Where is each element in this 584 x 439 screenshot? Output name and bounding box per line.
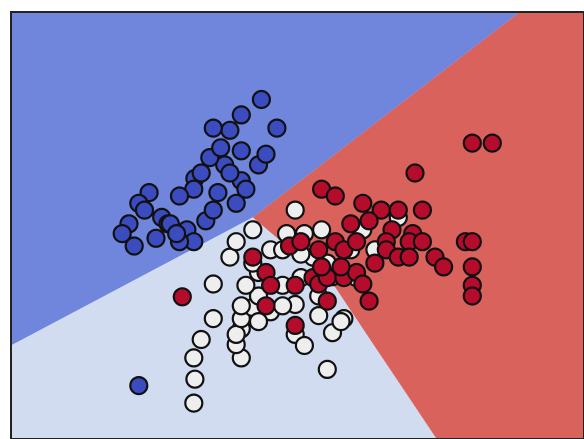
point-red-23: [434, 257, 454, 277]
point-white-15: [312, 220, 332, 240]
point-red-25: [462, 232, 482, 252]
region-class-1: [11, 217, 437, 439]
point-red-40: [359, 291, 379, 311]
point-red-14: [291, 232, 311, 252]
point-white-3: [226, 324, 246, 344]
point-blue-26: [256, 144, 276, 164]
point-white-29: [203, 274, 223, 294]
point-red-9: [341, 214, 361, 234]
point-blue-2: [220, 120, 240, 140]
point-white-7: [236, 275, 256, 295]
point-red-42: [172, 287, 192, 307]
point-white-27: [185, 369, 205, 389]
point-red-31: [261, 275, 281, 295]
point-red-0: [462, 133, 482, 153]
region-class-2: [252, 12, 584, 439]
point-white-44: [273, 296, 293, 316]
point-red-48: [399, 247, 419, 267]
point-white-26: [184, 348, 204, 368]
point-white-28: [184, 393, 204, 413]
point-red-45: [365, 253, 385, 273]
point-white-43: [248, 312, 269, 332]
point-blue-24: [220, 163, 240, 183]
point-red-10: [359, 211, 379, 231]
point-red-49: [312, 257, 332, 277]
point-blue-30: [146, 228, 166, 248]
point-red-4: [325, 186, 345, 206]
point-red-21: [412, 232, 432, 252]
point-red-26: [462, 257, 482, 277]
point-blue-0: [251, 89, 271, 110]
point-red-32: [256, 296, 276, 316]
point-white-24: [203, 309, 223, 329]
point-blue-10: [169, 186, 190, 206]
point-blue-36: [129, 376, 149, 396]
point-blue-27: [211, 138, 231, 158]
point-red-7: [388, 200, 408, 220]
point-blue-32: [167, 224, 187, 244]
point-red-1: [482, 133, 502, 153]
point-white-37: [294, 335, 314, 356]
point-red-33: [285, 275, 305, 295]
point-white-49: [231, 296, 251, 316]
point-red-5: [353, 193, 373, 213]
plot-frame: [10, 11, 584, 439]
point-white-38: [309, 306, 329, 326]
decision-regions: [11, 12, 584, 439]
point-blue-3: [203, 118, 223, 138]
point-red-41: [317, 291, 337, 311]
point-blue-21: [203, 200, 223, 220]
point-blue-35: [208, 183, 228, 203]
point-blue-1: [231, 105, 251, 125]
point-blue-34: [236, 179, 256, 199]
point-red-2: [405, 163, 425, 183]
point-white-36: [317, 359, 337, 379]
point-red-15: [309, 240, 329, 260]
point-white-12: [285, 200, 305, 220]
point-red-28: [462, 286, 482, 306]
point-blue-29: [124, 236, 144, 256]
point-white-31: [226, 232, 246, 252]
point-white-32: [243, 220, 263, 240]
point-red-29: [243, 247, 263, 267]
point-blue-16: [112, 224, 132, 244]
point-red-8: [412, 200, 432, 220]
region-class-0: [11, 12, 520, 346]
point-red-18: [346, 232, 367, 252]
point-blue-22: [226, 193, 246, 213]
point-blue-5: [231, 141, 251, 161]
point-blue-13: [134, 200, 155, 220]
point-white-48: [331, 312, 351, 332]
point-blue-33: [191, 163, 211, 183]
scatter-points: [112, 89, 502, 413]
point-red-39: [353, 274, 373, 294]
point-red-43: [285, 315, 305, 335]
point-white-25: [191, 329, 211, 350]
point-red-44: [331, 257, 351, 277]
point-blue-4: [267, 118, 287, 138]
